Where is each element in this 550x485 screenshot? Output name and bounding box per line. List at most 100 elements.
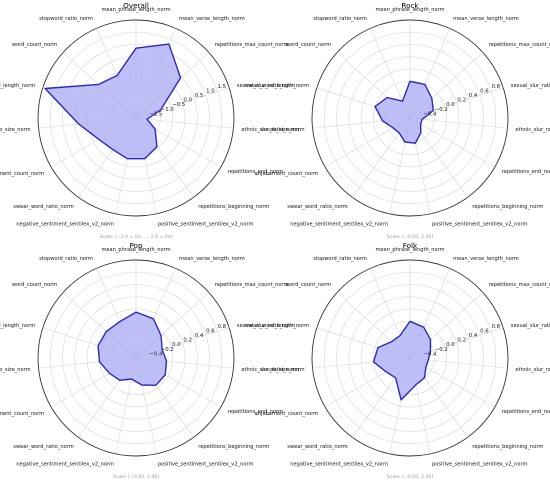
axis-label: repetitions_end_norm (502, 169, 550, 175)
axis-label: mean_verse_length_norm (179, 16, 245, 22)
axis-label: ethnic_slur_ratio_norm (515, 367, 550, 373)
axis-label: word_count_norm (12, 282, 57, 288)
axis-label: sexual_slur_ratio_norm (237, 323, 296, 329)
axis-label: vocab_size_norm (261, 127, 305, 133)
r-tick-label: 0.0 (446, 342, 455, 348)
r-tick-label: −1.0 (161, 107, 175, 113)
r-tick-label: 0.6 (206, 328, 215, 334)
r-tick-label: −0.2 (435, 347, 448, 353)
axis-label: repetitions_end_norm (502, 409, 550, 415)
r-tick-label: 0.6 (480, 328, 489, 334)
axis-label: stopword_ratio_norm (313, 256, 367, 262)
r-tick-label: 0.4 (469, 93, 478, 99)
axis-label: negative_sentiment_sentilex_v2_norm (290, 222, 388, 228)
axis-label: mean_phrase_length_norm (101, 7, 170, 13)
axis-label: mean_word_length_norm (245, 83, 309, 89)
series-area (44, 43, 182, 160)
axis-label: swear_word_ratio_norm (287, 204, 347, 210)
axis-label: mean_phrase_length_norm (375, 7, 444, 13)
r-tick-label: −0.2 (435, 107, 448, 113)
axis-label: swear_word_ratio_norm (13, 204, 73, 210)
axis-label: mean_word_length_norm (0, 83, 35, 89)
axis-label: repetitions_max_count_norm (489, 282, 550, 288)
scale-caption: Scale: [−2.0 = 0σ, ..., 2.0 = 0σ] (100, 234, 173, 240)
r-tick-label: −0.4 (423, 111, 437, 117)
axis-label: positive_sentiment_sentilex_v2_norm (158, 462, 253, 468)
r-tick-label: 0.6 (480, 88, 489, 94)
axis-label: enjabement_count_norm (255, 411, 318, 417)
scale-caption: Scale: [−0.60, 1.00] (387, 234, 433, 240)
axis-label: repetitions_beginning_norm (198, 204, 269, 210)
axis-label: stopword_ratio_norm (313, 16, 367, 22)
scale-caption: Scale: [−0.60, 1.00] (113, 474, 159, 480)
r-tick-label: −0.2 (161, 347, 174, 353)
axis-label: positive_sentiment_sentilex_v2_norm (432, 462, 527, 468)
axis-label: repetitions_end_norm (228, 409, 283, 415)
axis-label: repetitions_beginning_norm (472, 204, 543, 210)
axis-label: vocab_size_norm (0, 127, 31, 133)
spoke (135, 117, 234, 129)
spoke (409, 117, 508, 129)
axis-label: positive_sentiment_sentilex_v2_norm (432, 222, 527, 228)
r-tick-label: 0.8 (492, 84, 501, 90)
panel-title: Pop (129, 241, 142, 250)
r-tick-label: 0.0 (172, 342, 181, 348)
r-tick-label: −0.4 (423, 351, 437, 357)
axis-label: repetitions_max_count_norm (489, 42, 550, 48)
axis-label: mean_phrase_length_norm (375, 247, 444, 253)
axis-label: stopword_ratio_norm (39, 16, 93, 22)
panel-title: Overall (123, 1, 149, 10)
axis-label: swear_word_ratio_norm (287, 444, 347, 450)
axis-label: enjabement_count_norm (0, 411, 44, 417)
r-tick-label: −0.5 (172, 102, 185, 108)
axis-label: repetitions_max_count_norm (215, 42, 289, 48)
axis-label: word_count_norm (12, 42, 57, 48)
r-tick-label: 0.8 (218, 324, 227, 330)
axis-label: swear_word_ratio_norm (13, 444, 73, 450)
spoke (409, 117, 496, 168)
series-area (97, 311, 168, 386)
axis-label: negative_sentiment_sentilex_v2_norm (290, 462, 388, 468)
axis-label: mean_verse_length_norm (453, 16, 519, 22)
axis-label: vocab_size_norm (261, 367, 305, 373)
r-tick-label: 0.0 (446, 102, 455, 108)
axis-label: repetitions_max_count_norm (215, 282, 289, 288)
axis-label: mean_word_length_norm (245, 323, 309, 329)
r-tick-label: −0.4 (149, 351, 163, 357)
r-tick-label: 0.2 (457, 338, 466, 344)
r-tick-label: 0.8 (492, 324, 501, 330)
r-tick-label: 1.0 (206, 88, 215, 94)
r-tick-label: 0.0 (183, 98, 192, 104)
axis-label: stopword_ratio_norm (39, 256, 93, 262)
axis-label: mean_verse_length_norm (453, 256, 519, 262)
axis-label: repetitions_end_norm (228, 169, 283, 175)
r-tick-label: 0.5 (195, 93, 204, 99)
r-tick-label: −1.5 (149, 111, 162, 117)
axis-label: ethnic_slur_ratio_norm (515, 127, 550, 133)
axis-label: negative_sentiment_sentilex_v2_norm (16, 462, 114, 468)
axis-label: ethnic_slur_ratio_norm (241, 127, 299, 133)
axis-label: negative_sentiment_sentilex_v2_norm (16, 222, 114, 228)
scale-caption: Scale: [−0.60, 1.00] (387, 474, 433, 480)
r-tick-label: 0.2 (183, 338, 192, 344)
r-tick-label: 1.5 (218, 84, 227, 90)
axis-label: enjabement_count_norm (255, 171, 318, 177)
r-tick-label: 0.4 (195, 333, 204, 339)
axis-label: enjabement_count_norm (0, 171, 44, 177)
axis-label: mean_verse_length_norm (179, 256, 245, 262)
series-area (372, 320, 432, 401)
axis-label: mean_word_length_norm (0, 323, 35, 329)
axis-label: mean_phrase_length_norm (101, 247, 170, 253)
r-tick-label: 0.2 (457, 98, 466, 104)
axis-label: ethnic_slur_ratio_norm (241, 367, 299, 373)
series-area (374, 80, 434, 144)
axis-label: repetitions_beginning_norm (198, 444, 269, 450)
panel-title: Folk (403, 241, 418, 250)
axis-label: sexual_slur_ratio_norm (511, 83, 550, 89)
axis-label: repetitions_beginning_norm (472, 444, 543, 450)
axis-label: word_count_norm (286, 282, 331, 288)
